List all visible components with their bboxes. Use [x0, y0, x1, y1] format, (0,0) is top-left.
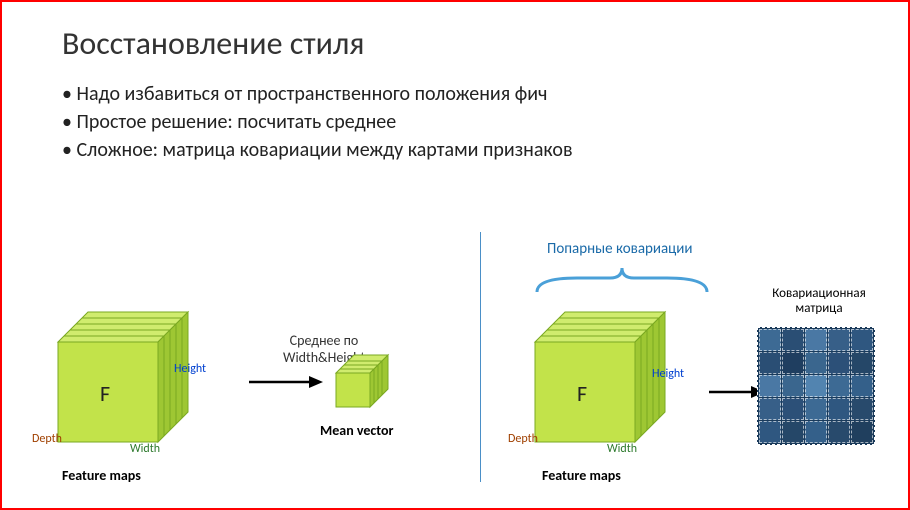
- mean-vector-caption: Mean vector: [320, 422, 394, 439]
- matrix-cell: [805, 421, 827, 443]
- matrix-cell: [828, 398, 850, 420]
- matrix-cell: [851, 352, 873, 374]
- matrix-cell: [759, 352, 781, 374]
- slide-title: Восстановление стиля: [62, 24, 364, 63]
- right-width-label: Width: [607, 442, 637, 456]
- matrix-cell: [782, 352, 804, 374]
- matrix-label-1: Ковариационная: [772, 286, 865, 301]
- matrix-label: Ковариационная матрица: [754, 286, 884, 316]
- right-cube-letter-f: F: [577, 380, 587, 407]
- right-caption: Feature maps: [542, 467, 621, 484]
- left-height-label: Height: [174, 362, 206, 376]
- matrix-cell: [851, 375, 873, 397]
- panel-divider: [480, 232, 481, 482]
- left-arrow-icon: [247, 372, 327, 392]
- left-depth-label: Depth: [32, 432, 62, 446]
- bullet-list: Надо избавиться от пространственного пол…: [62, 82, 573, 166]
- left-width-label: Width: [130, 442, 160, 456]
- bullet-3: Сложное: матрица ковариации между картам…: [62, 138, 573, 162]
- matrix-cell: [851, 398, 873, 420]
- matrix-cell: [759, 329, 781, 351]
- brace-label: Попарные ковариации: [547, 240, 693, 258]
- matrix-cell: [782, 421, 804, 443]
- matrix-cell: [851, 329, 873, 351]
- right-depth-label: Depth: [508, 432, 538, 446]
- right-height-label: Height: [652, 367, 684, 381]
- matrix-cell: [782, 329, 804, 351]
- matrix-cell: [828, 329, 850, 351]
- brace-icon: [532, 262, 712, 298]
- matrix-cell: [805, 329, 827, 351]
- matrix-cell: [805, 375, 827, 397]
- matrix-cell: [759, 421, 781, 443]
- matrix-cell: [759, 375, 781, 397]
- bullet-1: Надо избавиться от пространственного пол…: [62, 82, 573, 106]
- matrix-cell: [759, 398, 781, 420]
- matrix-cell: [828, 352, 850, 374]
- left-caption: Feature maps: [62, 467, 141, 484]
- matrix-cell: [782, 375, 804, 397]
- matrix-label-2: матрица: [795, 301, 842, 316]
- matrix-cell: [782, 398, 804, 420]
- cube-slabs: [58, 312, 188, 442]
- matrix-cell: [805, 352, 827, 374]
- matrix-cell: [851, 421, 873, 443]
- mean-vector-cube: [330, 347, 400, 422]
- cube-letter-f: F: [100, 380, 110, 407]
- matrix-cell: [828, 375, 850, 397]
- bullet-2: Простое решение: посчитать среднее: [62, 110, 573, 134]
- covariance-matrix: [757, 327, 875, 445]
- matrix-cell: [828, 421, 850, 443]
- matrix-cell: [805, 398, 827, 420]
